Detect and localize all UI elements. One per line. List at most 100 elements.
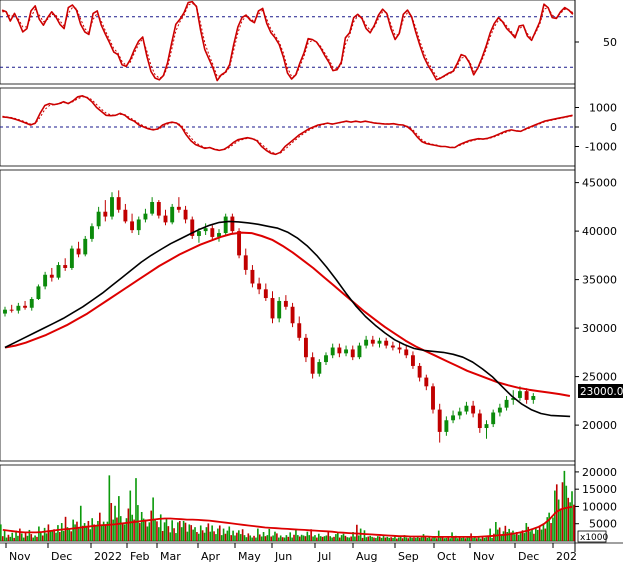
volume-bar — [66, 527, 69, 541]
volume-bar — [91, 518, 94, 541]
volume-bar — [479, 538, 482, 541]
candle — [89, 223, 94, 242]
volume-bar — [460, 537, 463, 541]
volume-bar — [158, 527, 160, 541]
volume-tick-label: 5000 — [589, 518, 617, 531]
candle — [277, 297, 282, 323]
volume-bar — [384, 537, 387, 541]
volume-bar — [78, 528, 80, 541]
volume-bar — [279, 535, 282, 541]
price-candles — [3, 190, 536, 443]
volume-bar — [462, 536, 465, 541]
x-tick-label: May — [238, 550, 261, 563]
volume-bar — [500, 534, 503, 541]
volume-bar — [316, 537, 318, 541]
candle — [297, 316, 302, 341]
volume-bar — [194, 527, 196, 541]
volume-bar — [375, 537, 377, 541]
volume-bar — [213, 531, 215, 541]
volume-bar — [201, 530, 204, 541]
volume-bar — [293, 534, 295, 541]
volume-bar — [567, 497, 570, 541]
momentum-line-1 — [2, 96, 573, 155]
volume-bar — [177, 522, 179, 541]
candle — [183, 205, 188, 224]
volume-tick-label: 20000 — [582, 466, 617, 479]
volume-bar — [557, 499, 560, 541]
volume-bar — [112, 519, 114, 541]
volume-bar — [491, 537, 493, 541]
volume-bar — [472, 537, 474, 541]
volume-bar — [441, 537, 444, 541]
volume-bar — [262, 532, 265, 541]
volume-bar — [335, 534, 337, 541]
volume-bar — [57, 525, 59, 541]
volume-bar — [104, 524, 107, 541]
volume-bar — [561, 482, 564, 541]
volume-bar — [60, 523, 63, 541]
candle — [377, 337, 382, 348]
volume-bar — [571, 491, 573, 541]
volume-bar — [22, 537, 25, 541]
x-tick-label: Nov — [9, 550, 31, 563]
volume-bar — [285, 535, 288, 541]
volume-bar — [161, 530, 164, 541]
volume-bar — [97, 520, 99, 541]
volume-bar — [535, 527, 537, 541]
x-tick-label: Dec — [51, 550, 72, 563]
volume-bar — [19, 528, 21, 541]
price-ma-black — [4, 220, 571, 418]
volume-bar — [542, 524, 545, 541]
volume-bar — [371, 536, 373, 541]
volume-bar — [121, 523, 124, 541]
volume-bar — [135, 478, 137, 541]
volume-bar — [137, 505, 139, 541]
volume-bar — [83, 523, 86, 541]
volume-bar — [226, 530, 229, 541]
candle — [250, 265, 255, 288]
volume-bar — [538, 525, 541, 541]
volume-bar — [281, 537, 284, 541]
volume-bar — [445, 537, 448, 541]
volume-bar — [544, 528, 547, 541]
volume-bar — [198, 533, 200, 541]
volume-bar — [209, 531, 212, 541]
candle — [230, 213, 235, 235]
volume-bar — [258, 534, 261, 541]
candle — [390, 341, 395, 351]
volume-bar — [340, 535, 343, 541]
volume-bar — [485, 537, 488, 541]
candle — [431, 383, 435, 414]
volume-bar — [295, 529, 297, 541]
volume-bar — [264, 536, 267, 541]
volume-bar — [110, 503, 113, 541]
volume-bar — [348, 537, 351, 541]
candle — [263, 283, 268, 301]
volume-bar — [266, 535, 269, 541]
volume-bar — [573, 504, 575, 541]
volume-bar — [167, 526, 170, 541]
candle — [150, 197, 155, 216]
volume-bar — [338, 537, 341, 541]
volume-bar — [24, 532, 27, 541]
x-tick-label: Sep — [398, 550, 419, 563]
volume-bar — [156, 521, 158, 541]
volume-tick-label: 15000 — [582, 483, 617, 496]
volume-bar — [321, 536, 324, 541]
volume-bar — [55, 532, 57, 541]
volume-bar — [99, 512, 101, 541]
volume-bar — [342, 533, 345, 541]
volume-bar — [188, 524, 191, 541]
volume-bar — [392, 537, 394, 541]
volume-bar — [140, 511, 143, 541]
candle — [176, 197, 181, 213]
volume-bar — [15, 530, 17, 541]
price-tick-label: 45000 — [582, 177, 617, 190]
candle — [290, 302, 295, 328]
volume-bar — [106, 521, 109, 541]
volume-bar — [53, 529, 55, 541]
volume-bar — [540, 529, 543, 541]
volume-bar — [171, 520, 173, 541]
volume-bar — [249, 535, 252, 541]
candle — [437, 403, 442, 443]
